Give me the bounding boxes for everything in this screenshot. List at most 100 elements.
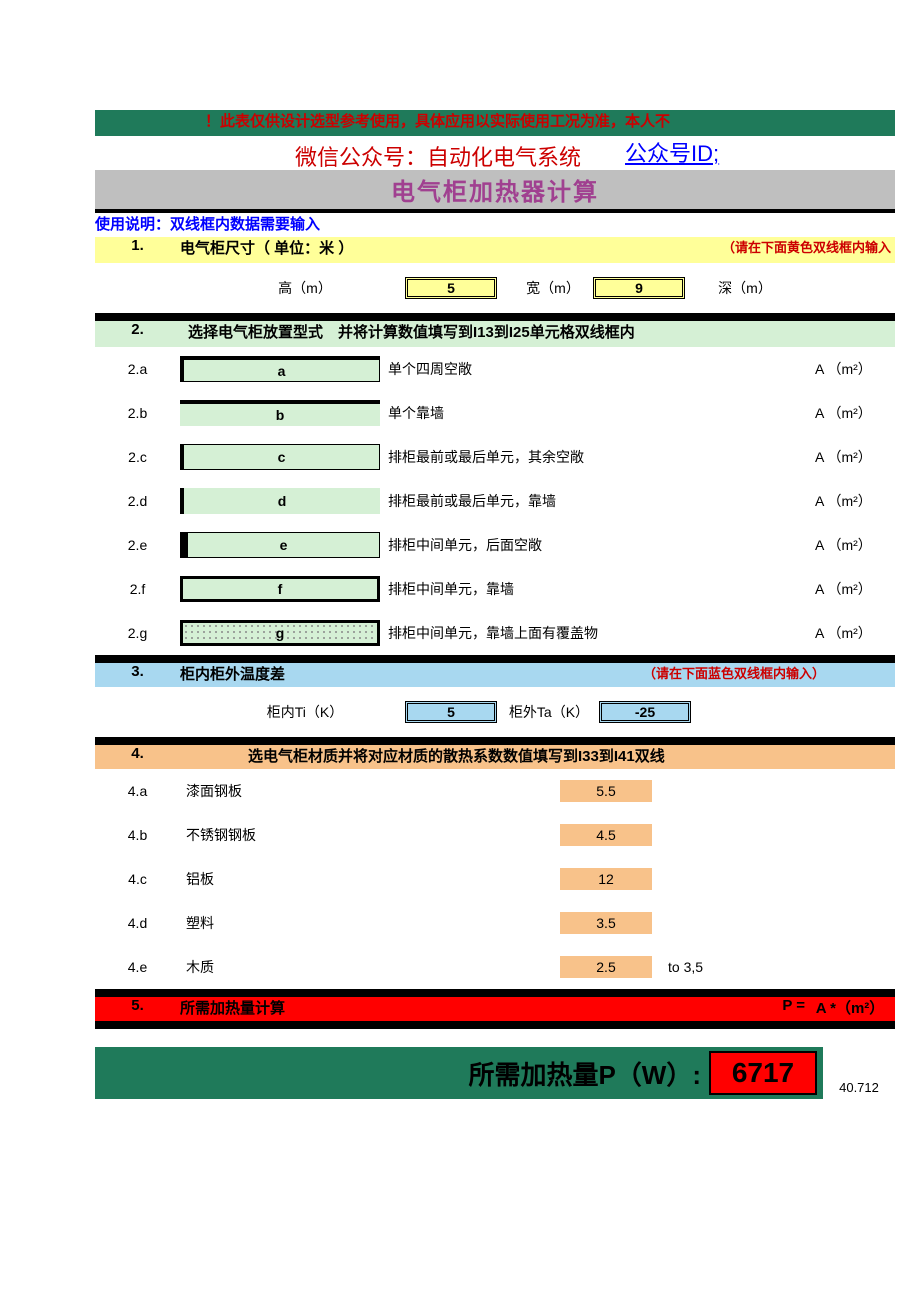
placement-option-row: 2.dd排柜最前或最后单元，靠墙A （m²） xyxy=(95,479,895,523)
material-idx: 4.b xyxy=(95,827,180,843)
material-name: 不锈钢钢板 xyxy=(180,825,560,845)
material-name: 铝板 xyxy=(180,869,560,889)
section3-title: 柜内柜外温度差 xyxy=(180,663,420,687)
section5-num: 5. xyxy=(95,997,180,1021)
input-ta[interactable]: -25 xyxy=(599,701,691,723)
section1-num: 1. xyxy=(95,237,180,263)
divider xyxy=(95,313,895,321)
section3-header: 3. 柜内柜外温度差 （请在下面蓝色双线框内输入） xyxy=(95,663,895,687)
material-row: 4.c铝板12 xyxy=(95,857,895,901)
placement-options: 2.aa单个四周空敞A （m²）2.bb单个靠墙A （m²）2.cc排柜最前或最… xyxy=(95,347,895,655)
option-idx: 2.e xyxy=(95,537,180,553)
page-title: 电气柜加热器计算 xyxy=(95,170,895,209)
option-idx: 2.c xyxy=(95,449,180,465)
warning-band: ！此表仅供设计选型参考使用，具体应用以实际使用工况为准，本人不 xyxy=(95,110,895,136)
option-unit: A （m²） xyxy=(815,491,895,511)
placement-option-row: 2.gg排柜中间单元，靠墙上面有覆盖物A （m²） xyxy=(95,611,895,655)
section4-num: 4. xyxy=(95,745,180,769)
input-width[interactable]: 9 xyxy=(593,277,685,299)
divider xyxy=(95,655,895,663)
material-row: 4.d塑料3.5 xyxy=(95,901,895,945)
option-desc: 排柜最前或最后单元，靠墙 xyxy=(380,491,815,511)
material-idx: 4.e xyxy=(95,959,180,975)
option-code-box[interactable]: g xyxy=(180,620,380,646)
option-desc: 单个靠墙 xyxy=(380,403,815,423)
divider xyxy=(95,989,895,997)
material-value[interactable]: 4.5 xyxy=(560,824,652,846)
material-extra: to 3,5 xyxy=(652,959,703,975)
option-unit: A （m²） xyxy=(815,623,895,643)
placement-option-row: 2.cc排柜最前或最后单元，其余空敞A （m²） xyxy=(95,435,895,479)
option-unit: A （m²） xyxy=(815,403,895,423)
result-value: 6717 xyxy=(709,1051,817,1095)
option-unit: A （m²） xyxy=(815,359,895,379)
material-idx: 4.a xyxy=(95,783,180,799)
option-idx: 2.d xyxy=(95,493,180,509)
section1-hint: （请在下面黄色双线框内输入 xyxy=(722,237,895,263)
placement-option-row: 2.ff排柜中间单元，靠墙A （m²） xyxy=(95,567,895,611)
usage-note: 使用说明：双线框内数据需要输入 xyxy=(95,213,320,237)
material-value[interactable]: 2.5 xyxy=(560,956,652,978)
divider xyxy=(95,1021,895,1029)
label-ta: 柜外Ta（K） xyxy=(499,702,599,722)
option-desc: 排柜中间单元，靠墙 xyxy=(380,579,815,599)
label-height: 高（m） xyxy=(265,278,345,298)
option-code-box[interactable]: a xyxy=(180,356,380,382)
option-code-box[interactable]: c xyxy=(180,444,380,470)
section3-num: 3. xyxy=(95,663,180,687)
material-row: 4.a漆面钢板5.5 xyxy=(95,769,895,813)
label-depth: 深（m） xyxy=(705,278,785,298)
option-unit: A （m²） xyxy=(815,579,895,599)
section1-header: 1. 电气柜尺寸（ 单位：米 ） （请在下面黄色双线框内输入 xyxy=(95,237,895,263)
input-height[interactable]: 5 xyxy=(405,277,497,299)
option-idx: 2.g xyxy=(95,625,180,641)
option-code-box[interactable]: e xyxy=(180,532,380,558)
wechat-row: 微信公众号：自动化电气系统 公众号ID; xyxy=(95,136,895,170)
material-value[interactable]: 3.5 xyxy=(560,912,652,934)
option-desc: 单个四周空敞 xyxy=(380,359,815,379)
section2-num: 2. xyxy=(95,321,180,347)
placement-option-row: 2.ee排柜中间单元，后面空敞A （m²） xyxy=(95,523,895,567)
placement-option-row: 2.aa单个四周空敞A （m²） xyxy=(95,347,895,391)
section5-header: 5. 所需加热量计算 P = A *（m²） xyxy=(95,997,895,1021)
label-ti: 柜内Ti（K） xyxy=(245,702,365,722)
section4-title: 选电气柜材质并将对应材质的散热系数数值填写到I33到I41双线 xyxy=(240,745,895,769)
option-unit: A （m²） xyxy=(815,447,895,467)
material-idx: 4.d xyxy=(95,915,180,931)
section1-title: 电气柜尺寸（ 单位：米 ） xyxy=(180,237,520,263)
option-desc: 排柜最前或最后单元，其余空敞 xyxy=(380,447,815,467)
option-idx: 2.b xyxy=(95,405,180,421)
section3-hint: （请在下面蓝色双线框内输入） xyxy=(643,663,895,687)
option-unit: A （m²） xyxy=(815,535,895,555)
material-value[interactable]: 5.5 xyxy=(560,780,652,802)
formula-p: P = xyxy=(755,997,805,1021)
placement-option-row: 2.bb单个靠墙A （m²） xyxy=(95,391,895,435)
section2-title: 选择电气柜放置型式 并将计算数值填写到I13到I25单元格双线框内 xyxy=(180,321,895,347)
option-idx: 2.f xyxy=(95,581,180,597)
option-code-box[interactable]: b xyxy=(180,400,380,426)
result-label: 所需加热量P（W）: xyxy=(95,1055,709,1092)
material-name: 漆面钢板 xyxy=(180,781,560,801)
input-ti[interactable]: 5 xyxy=(405,701,497,723)
option-idx: 2.a xyxy=(95,361,180,377)
option-code-box[interactable]: d xyxy=(180,488,380,514)
formula-a: A *（m²） xyxy=(805,997,895,1021)
materials-list: 4.a漆面钢板5.54.b不锈钢钢板4.54.c铝板124.d塑料3.54.e木… xyxy=(95,769,895,989)
result-extra: 40.712 xyxy=(823,1047,895,1099)
material-name: 木质 xyxy=(180,957,560,977)
divider xyxy=(95,737,895,745)
material-value[interactable]: 12 xyxy=(560,868,652,890)
warning-text: ！此表仅供设计选型参考使用，具体应用以实际使用工况为准，本人不 xyxy=(95,110,670,136)
material-idx: 4.c xyxy=(95,871,180,887)
wechat-id-link[interactable]: 公众号ID; xyxy=(625,136,719,170)
dimensions-row: 高（m） 5 宽（m） 9 深（m） xyxy=(95,263,895,313)
section4-header: 4. 选电气柜材质并将对应材质的散热系数数值填写到I33到I41双线 xyxy=(95,745,895,769)
usage-row: 使用说明：双线框内数据需要输入 xyxy=(95,213,895,237)
result-bar: 所需加热量P（W）: 6717 40.712 xyxy=(95,1047,895,1099)
temperature-row: 柜内Ti（K） 5 柜外Ta（K） -25 xyxy=(95,687,895,737)
label-width: 宽（m） xyxy=(513,278,593,298)
material-row: 4.e木质2.5to 3,5 xyxy=(95,945,895,989)
option-desc: 排柜中间单元，后面空敞 xyxy=(380,535,815,555)
material-row: 4.b不锈钢钢板4.5 xyxy=(95,813,895,857)
option-code-box[interactable]: f xyxy=(180,576,380,602)
